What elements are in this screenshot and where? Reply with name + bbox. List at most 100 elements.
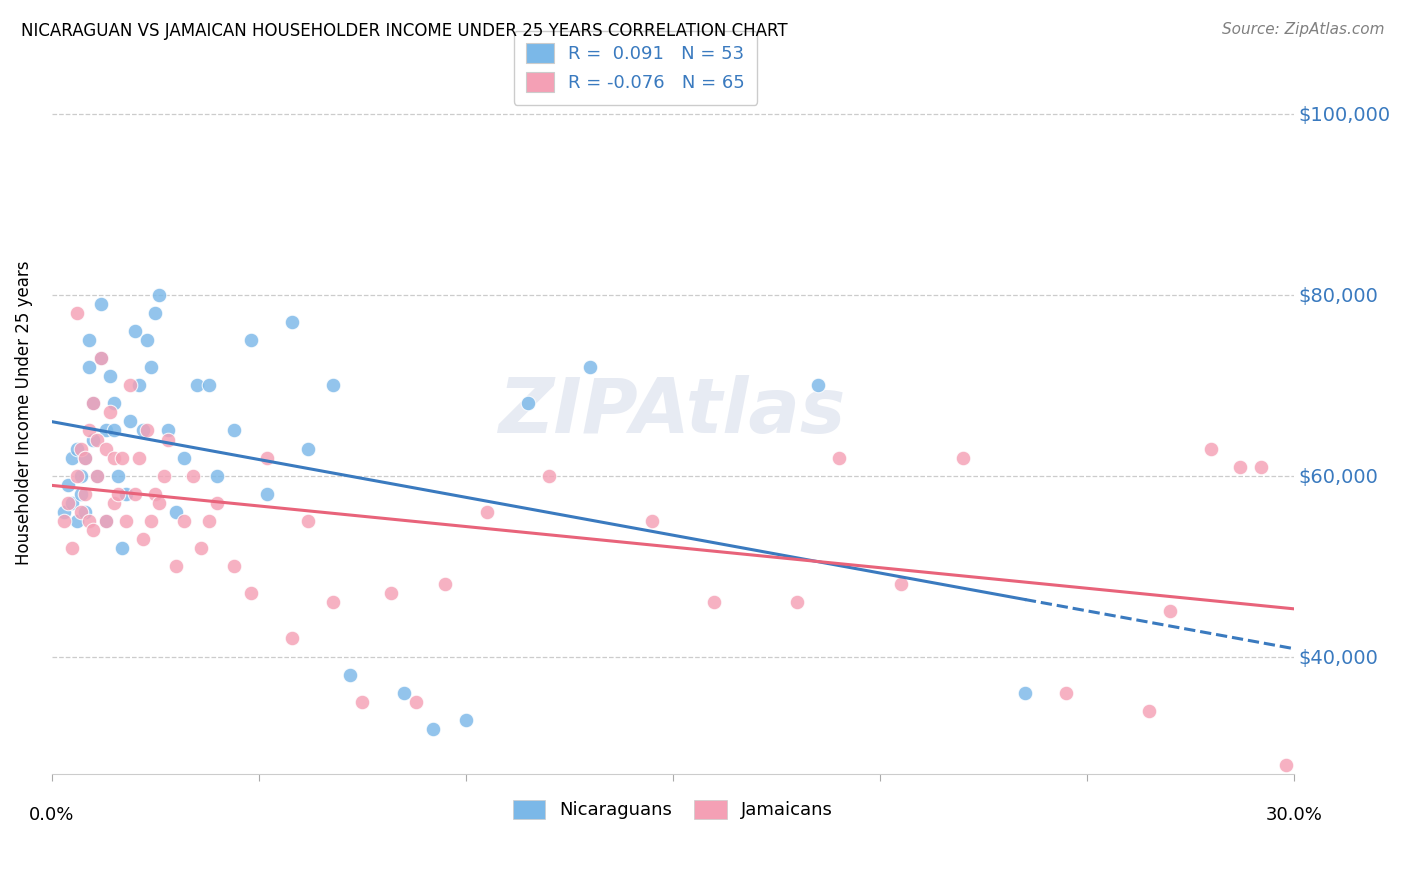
Point xyxy=(181,468,204,483)
Point xyxy=(128,378,150,392)
Point xyxy=(65,514,87,528)
Point xyxy=(198,514,221,528)
Point xyxy=(148,496,170,510)
Point xyxy=(103,496,125,510)
Point xyxy=(94,424,117,438)
Point xyxy=(454,713,477,727)
Point xyxy=(136,333,159,347)
Point xyxy=(124,487,146,501)
Point xyxy=(1229,459,1251,474)
Point xyxy=(807,378,830,392)
Point xyxy=(786,595,808,609)
Point xyxy=(256,487,278,501)
Point xyxy=(69,505,91,519)
Point xyxy=(143,487,166,501)
Point xyxy=(173,514,195,528)
Point xyxy=(86,468,108,483)
Point xyxy=(434,577,457,591)
Point xyxy=(53,514,76,528)
Point xyxy=(115,487,138,501)
Point xyxy=(239,333,262,347)
Point xyxy=(173,450,195,465)
Point xyxy=(86,433,108,447)
Point xyxy=(186,378,208,392)
Point xyxy=(1250,459,1272,474)
Point xyxy=(77,424,100,438)
Point xyxy=(281,632,304,646)
Point xyxy=(392,686,415,700)
Point xyxy=(58,496,80,510)
Point xyxy=(641,514,664,528)
Point xyxy=(98,369,121,384)
Point xyxy=(86,468,108,483)
Point xyxy=(73,450,96,465)
Point xyxy=(124,324,146,338)
Y-axis label: Householder Income Under 25 years: Householder Income Under 25 years xyxy=(15,260,32,565)
Point xyxy=(703,595,725,609)
Point xyxy=(73,450,96,465)
Point xyxy=(890,577,912,591)
Point xyxy=(143,306,166,320)
Point xyxy=(1159,604,1181,618)
Point xyxy=(1274,758,1296,772)
Point xyxy=(82,396,104,410)
Point xyxy=(73,487,96,501)
Point xyxy=(90,351,112,366)
Point xyxy=(281,315,304,329)
Point xyxy=(69,468,91,483)
Point xyxy=(103,396,125,410)
Point xyxy=(156,424,179,438)
Point xyxy=(405,695,427,709)
Point xyxy=(952,450,974,465)
Text: 0.0%: 0.0% xyxy=(30,805,75,824)
Point xyxy=(94,442,117,456)
Text: Source: ZipAtlas.com: Source: ZipAtlas.com xyxy=(1222,22,1385,37)
Point xyxy=(239,586,262,600)
Point xyxy=(90,297,112,311)
Point xyxy=(120,414,142,428)
Point xyxy=(380,586,402,600)
Point xyxy=(198,378,221,392)
Point xyxy=(65,306,87,320)
Point xyxy=(165,559,187,574)
Point xyxy=(69,487,91,501)
Point xyxy=(132,532,155,546)
Point xyxy=(107,468,129,483)
Point xyxy=(65,468,87,483)
Point xyxy=(352,695,374,709)
Point xyxy=(103,424,125,438)
Text: ZIPAtlas: ZIPAtlas xyxy=(499,376,846,450)
Point xyxy=(148,288,170,302)
Point xyxy=(190,541,212,555)
Point xyxy=(579,360,602,375)
Point xyxy=(58,477,80,491)
Point xyxy=(1054,686,1077,700)
Point xyxy=(422,722,444,736)
Point xyxy=(322,595,344,609)
Text: 30.0%: 30.0% xyxy=(1265,805,1323,824)
Point xyxy=(256,450,278,465)
Point xyxy=(94,514,117,528)
Point xyxy=(139,514,162,528)
Point xyxy=(62,496,84,510)
Point xyxy=(111,450,134,465)
Point xyxy=(1199,442,1222,456)
Text: NICARAGUAN VS JAMAICAN HOUSEHOLDER INCOME UNDER 25 YEARS CORRELATION CHART: NICARAGUAN VS JAMAICAN HOUSEHOLDER INCOM… xyxy=(21,22,787,40)
Point xyxy=(128,450,150,465)
Point xyxy=(152,468,174,483)
Point xyxy=(62,541,84,555)
Point xyxy=(82,396,104,410)
Point xyxy=(132,424,155,438)
Point xyxy=(136,424,159,438)
Point xyxy=(53,505,76,519)
Point xyxy=(222,424,245,438)
Point xyxy=(111,541,134,555)
Point xyxy=(322,378,344,392)
Point xyxy=(77,333,100,347)
Legend: Nicaraguans, Jamaicans: Nicaraguans, Jamaicans xyxy=(506,793,841,827)
Point xyxy=(82,433,104,447)
Point xyxy=(139,360,162,375)
Point xyxy=(65,442,87,456)
Point xyxy=(475,505,498,519)
Point xyxy=(90,351,112,366)
